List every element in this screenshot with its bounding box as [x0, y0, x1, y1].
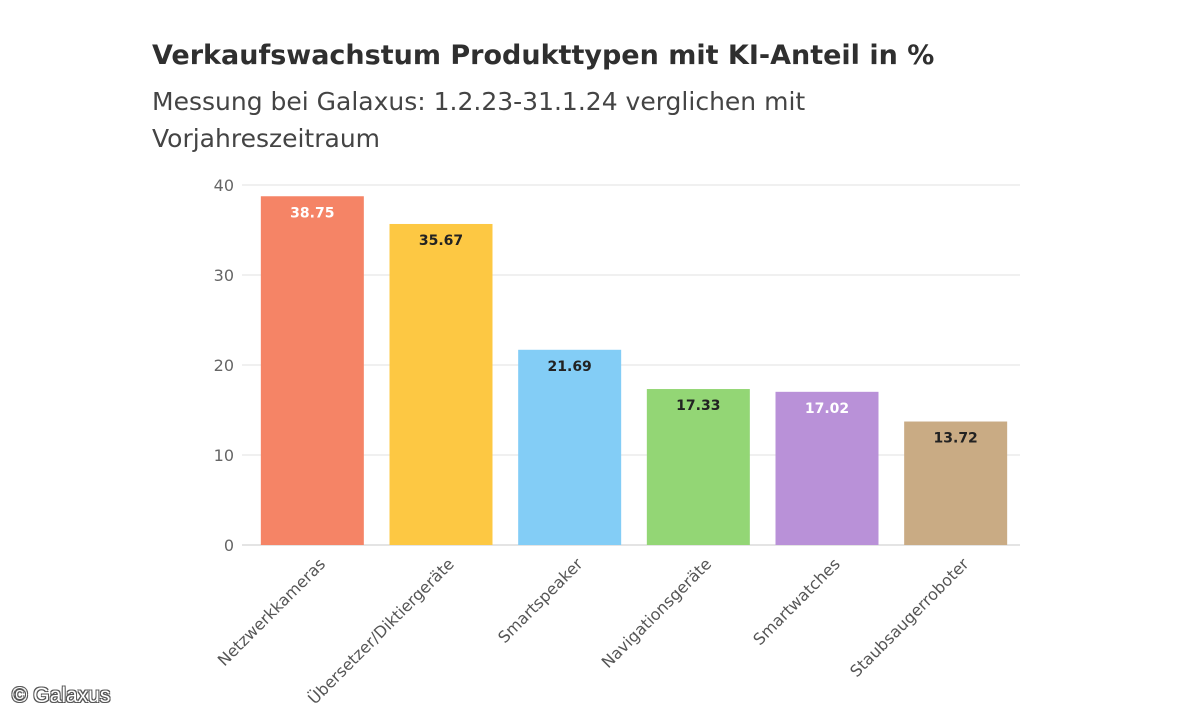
- x-tick-label: Navigationsgeräte: [598, 554, 715, 671]
- x-tick-label: Übersetzer/Diktiergeräte: [304, 554, 458, 708]
- bar: [518, 349, 622, 545]
- x-tick-label: Smartspeaker: [494, 554, 587, 647]
- x-tick-label: Netzwerkkameras: [214, 554, 329, 669]
- x-tick-label: Smartwatches: [749, 554, 844, 649]
- bar: [389, 223, 493, 545]
- bar: [775, 391, 879, 545]
- x-tick-label: Staubsaugerroboter: [846, 554, 973, 681]
- copyright-credit: © Galaxus: [12, 684, 111, 707]
- value-labels: 38.75 35.67 21.69 17.33 17.02 13.72: [290, 205, 978, 446]
- y-tick-label: 20: [214, 356, 234, 375]
- y-tick-label: 10: [214, 446, 234, 465]
- chart-subtitle: Messung bei Galaxus: 1.2.23-31.1.24 verg…: [152, 87, 806, 153]
- y-tick-label: 30: [214, 266, 234, 285]
- bar-value-label: 35.67: [419, 233, 463, 249]
- bar-value-label: 17.33: [676, 398, 720, 414]
- gridlines: [242, 184, 1020, 546]
- y-tick-label: 40: [214, 176, 234, 195]
- bar: [260, 196, 364, 545]
- y-tick-label: 0: [224, 536, 234, 555]
- bar-value-label: 13.72: [934, 431, 978, 447]
- chart-title: Verkaufswachstum Produkttypen mit KI-Ant…: [152, 40, 935, 71]
- bar-value-label: 17.02: [805, 401, 849, 417]
- y-axis: 0 10 20 30 40: [214, 176, 234, 555]
- bar-value-label: 21.69: [548, 359, 592, 375]
- bar: [646, 389, 750, 545]
- bar: [904, 421, 1008, 545]
- bar-value-label: 38.75: [290, 205, 334, 221]
- bars: [260, 196, 1008, 545]
